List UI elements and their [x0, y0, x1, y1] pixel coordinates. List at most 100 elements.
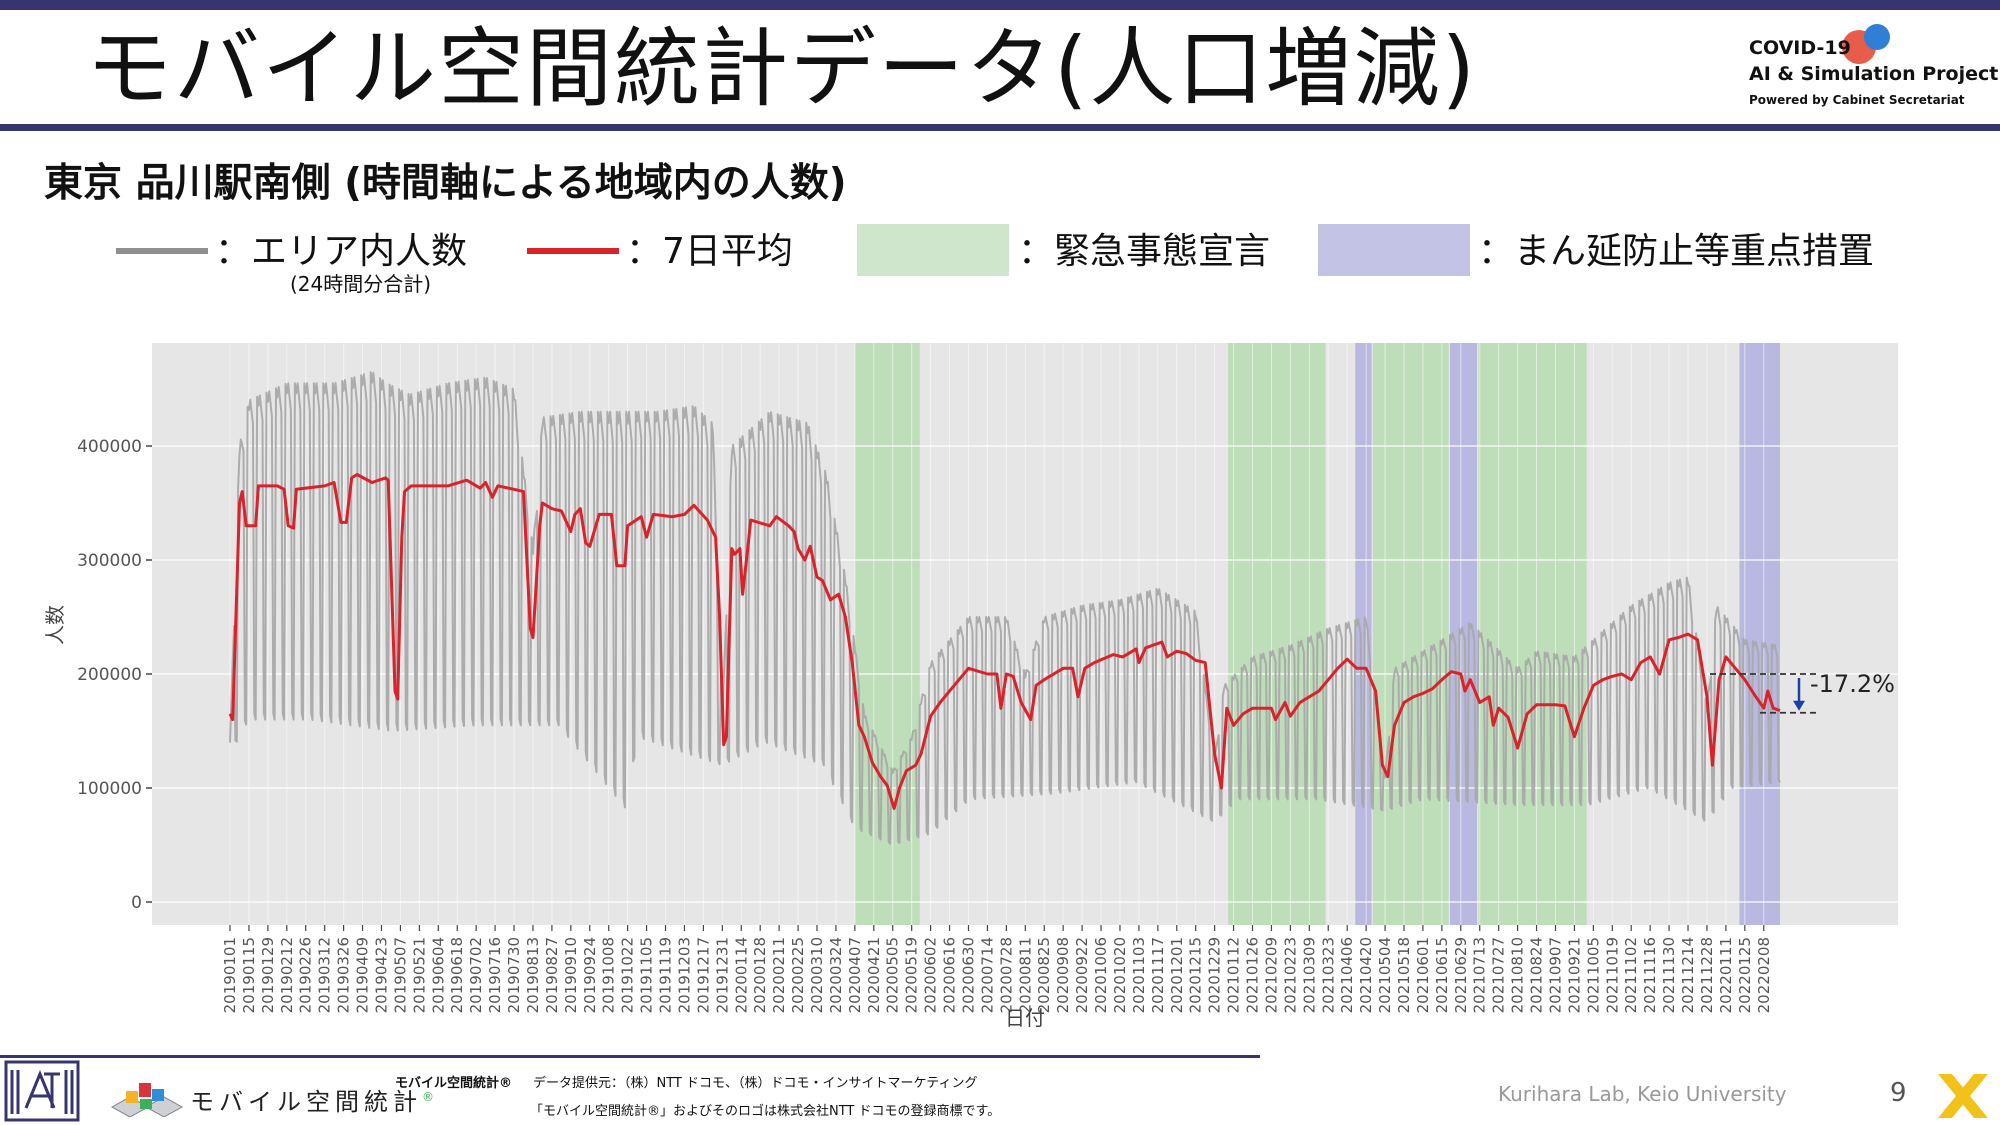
x-tick-label: 20200519	[903, 937, 921, 1013]
x-tick-label: 20210810	[1509, 937, 1527, 1013]
annotation-label: -17.2%	[1810, 670, 1895, 698]
x-tick-label: 20190129	[259, 937, 277, 1013]
legend-emergency-swatch	[857, 224, 1009, 276]
legend-avg-line	[527, 248, 619, 254]
y-tick-label: 400000	[77, 437, 142, 457]
x-tick-label: 20201103	[1130, 937, 1148, 1013]
cube-cluster-icon	[110, 1083, 184, 1117]
x-tick-label: 20220111	[1717, 937, 1735, 1013]
daily-count-line	[229, 371, 1781, 845]
daily-series-layer	[229, 371, 1781, 845]
x-tick-label: 20210727	[1490, 937, 1508, 1013]
x-tick-label: 20210223	[1281, 937, 1299, 1013]
x-tick-label: 20190716	[486, 937, 504, 1013]
legend-priority-label: ：まん延防止等重点措置	[1478, 231, 1875, 272]
x-tick-label: 20211102	[1622, 937, 1640, 1013]
y-tick-label: 100000	[77, 779, 142, 799]
x-tick-label: 20191008	[600, 937, 618, 1013]
band-emergency-1	[1228, 343, 1326, 925]
footer-data-source: データ提供元：（株）NTT ドコモ、（株）ドコモ・インサイトマーケティング	[533, 1076, 978, 1091]
x-tick-label: 20190813	[524, 937, 542, 1013]
x-tick-label: 20200616	[941, 937, 959, 1013]
x-tick-label: 20200714	[978, 937, 996, 1013]
x-tick-label: 20191022	[619, 937, 637, 1013]
x-tick-label: 20210112	[1225, 937, 1243, 1013]
x-tick-label: 20190507	[391, 937, 409, 1013]
x-tick-label: 20191231	[713, 937, 731, 1013]
x-tick-label: 20211116	[1641, 937, 1659, 1013]
footer-brand: モバイル空間統計	[190, 1088, 422, 1116]
footer-trademark: 「モバイル空間統計®」およびそのロゴは株式会社NTT ドコモの登録商標です。	[530, 1104, 1001, 1119]
x-tick-label: 20210921	[1565, 937, 1583, 1013]
slide-subtitle: 東京 品川駅南側 (時間軸による地域内の人数)	[44, 161, 847, 206]
x-tick-label: 20200602	[922, 937, 940, 1013]
x-tick-label: 20190423	[372, 937, 390, 1013]
y-axis: 0 100000 200000 300000 400000	[77, 437, 152, 913]
legend-daily-note: (24時間分合計)	[290, 272, 432, 296]
top-accent-bar	[0, 0, 2000, 10]
logo-line1: COVID-19	[1749, 37, 1851, 59]
footer-mini-brand: モバイル空間統計®	[395, 1076, 513, 1091]
x-tick-label: 20190730	[505, 937, 523, 1013]
x-tick-label: 20191203	[675, 937, 693, 1013]
y-axis-title: 人数	[43, 605, 67, 645]
x-tick-label: 20200811	[1016, 937, 1034, 1013]
avg-series-layer	[228, 473, 1781, 810]
avg-7day-line	[228, 473, 1781, 810]
x-tick-label: 20190618	[448, 937, 466, 1013]
x-tick-label: 20200324	[827, 937, 845, 1013]
x-tick-label: 20200211	[770, 937, 788, 1013]
x-tick-label: 20200225	[789, 937, 807, 1013]
x-tick-label: 20201020	[1111, 937, 1129, 1013]
legend-priority-swatch	[1318, 224, 1470, 276]
x-tick-label: 20201006	[1092, 937, 1110, 1013]
band-emergency-3	[1372, 343, 1449, 925]
legend-emergency-label: ：緊急事態宣言	[1018, 231, 1271, 272]
x-tick-label: 20200630	[959, 937, 977, 1013]
x-tick-label: 20210713	[1471, 937, 1489, 1013]
x-tick-label: 20200825	[1035, 937, 1053, 1013]
x-tick-label: 20190326	[335, 937, 353, 1013]
annotation-arrow-head	[1793, 700, 1805, 711]
x-tick-label: 20201229	[1206, 937, 1224, 1013]
x-tick-label: 20200128	[751, 937, 769, 1013]
x-tick-label: 20210907	[1546, 937, 1564, 1013]
covid-project-logo: COVID-19 AI & Simulation Project Powered…	[1745, 24, 1998, 120]
lab-emblem-icon	[4, 1060, 80, 1122]
footer-brand-mark: ®	[422, 1090, 434, 1104]
x-tick-label: 20211019	[1603, 937, 1621, 1013]
x-tick-label: 20210615	[1433, 937, 1451, 1013]
x-tick-label: 20190910	[562, 937, 580, 1013]
legend-avg-label: ：7日平均	[626, 231, 793, 272]
x-tick-label: 20210323	[1319, 937, 1337, 1013]
x-tick-label: 20191119	[657, 937, 675, 1013]
x-tick-label: 20210309	[1300, 937, 1318, 1013]
x-tick-label: 20190521	[410, 937, 428, 1013]
logo-blue-dot	[1864, 24, 1890, 50]
x-tick-label: 20200908	[1054, 937, 1072, 1013]
footer-rule	[0, 1055, 1260, 1058]
x-tick-label: 20191217	[694, 937, 712, 1013]
band-priority-2	[1355, 343, 1372, 925]
x-axis-title: 日付	[1005, 1006, 1045, 1030]
x-tick-label: 20210209	[1262, 937, 1280, 1013]
logo-line2: AI & Simulation Project	[1749, 63, 1999, 85]
x-tick-label: 20211228	[1698, 937, 1716, 1013]
x-tick-label: 20220208	[1755, 937, 1773, 1013]
x-tick-label: 20210406	[1338, 937, 1356, 1013]
legend-daily-line	[116, 248, 208, 254]
lab-credit: Kurihara Lab, Keio University	[1498, 1082, 1787, 1106]
x-tick-label: 20190827	[543, 937, 561, 1013]
slide-title: モバイル空間統計データ(人口増減)	[86, 19, 1478, 119]
x-tick-label: 20190101	[221, 937, 239, 1013]
y-tick-label: 0	[131, 893, 142, 913]
x-tick-label: 20200407	[846, 937, 864, 1013]
annotation-layer: -17.2%	[1710, 670, 1895, 714]
x-tick-label: 20211005	[1584, 937, 1602, 1013]
legend-daily-label: ：エリア内人数	[215, 231, 468, 272]
x-tick-label: 20210504	[1376, 937, 1394, 1013]
x-tick-label: 20190924	[581, 937, 599, 1013]
x-tick-label: 20220125	[1736, 937, 1754, 1013]
x-tick-label: 20190604	[429, 937, 447, 1013]
